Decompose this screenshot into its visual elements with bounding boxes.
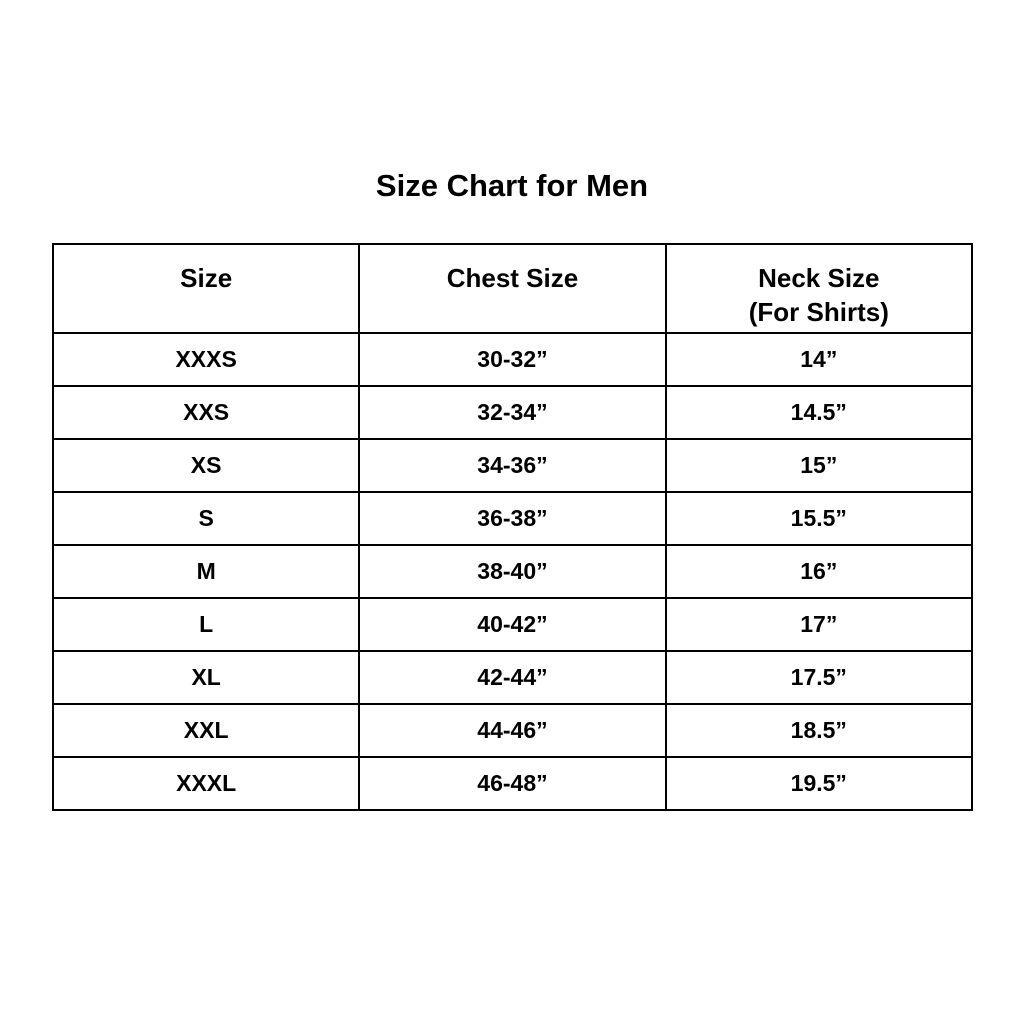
cell-size: M <box>51 544 361 599</box>
table-row: XXL 44-46” 18.5” <box>51 703 974 758</box>
cell-size: XXL <box>51 703 361 758</box>
cell-neck-size: 15.5” <box>664 491 974 546</box>
table-row: XXXL 46-48” 19.5” <box>51 756 974 811</box>
table-header-row: Size Chest Size Neck Size (For Shirts) <box>51 243 974 334</box>
table-row: XXXS 30-32” 14” <box>51 332 974 387</box>
table-row: L 40-42” 17” <box>51 597 974 652</box>
cell-neck-size: 17” <box>664 597 974 652</box>
table-row: XS 34-36” 15” <box>51 438 974 493</box>
cell-neck-size: 19.5” <box>664 756 974 811</box>
cell-chest-size: 46-48” <box>358 756 667 811</box>
cell-chest-size: 36-38” <box>358 491 667 546</box>
table-row: S 36-38” 15.5” <box>51 491 974 546</box>
cell-chest-size: 40-42” <box>358 597 667 652</box>
table-row: XL 42-44” 17.5” <box>51 650 974 705</box>
cell-chest-size: 34-36” <box>358 438 667 493</box>
header-neck-size: Neck Size (For Shirts) <box>664 243 974 334</box>
size-chart-table: Size Chest Size Neck Size (For Shirts) XX… <box>51 243 974 811</box>
header-neck-size-label: Neck Size <box>758 263 880 293</box>
cell-chest-size: 42-44” <box>358 650 667 705</box>
cell-size: XXXS <box>51 332 361 387</box>
cell-neck-size: 14.5” <box>664 385 974 440</box>
cell-size: S <box>51 491 361 546</box>
table-row: XXS 32-34” 14.5” <box>51 385 974 440</box>
cell-size: XXS <box>51 385 361 440</box>
cell-neck-size: 15” <box>664 438 974 493</box>
cell-size: XXXL <box>51 756 361 811</box>
cell-chest-size: 38-40” <box>358 544 667 599</box>
header-size: Size <box>51 243 361 334</box>
cell-chest-size: 32-34” <box>358 385 667 440</box>
cell-size: L <box>51 597 361 652</box>
cell-neck-size: 16” <box>664 544 974 599</box>
header-chest-size: Chest Size <box>358 243 667 334</box>
table-row: M 38-40” 16” <box>51 544 974 599</box>
header-neck-size-note: (For Shirts) <box>748 297 889 327</box>
cell-neck-size: 18.5” <box>664 703 974 758</box>
page-title: Size Chart for Men <box>375 168 649 203</box>
cell-neck-size: 17.5” <box>664 650 974 705</box>
cell-size: XL <box>51 650 361 705</box>
cell-chest-size: 44-46” <box>358 703 667 758</box>
cell-chest-size: 30-32” <box>358 332 667 387</box>
cell-neck-size: 14” <box>664 332 974 387</box>
cell-size: XS <box>51 438 361 493</box>
